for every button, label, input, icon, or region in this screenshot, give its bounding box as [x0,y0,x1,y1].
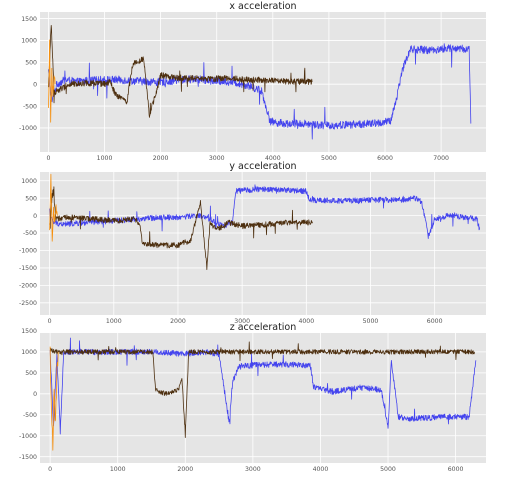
y-tick-label: -1000 [19,125,37,132]
x-tick-label: 3000 [209,155,225,162]
x-tick-label: 4000 [313,466,329,473]
y-tick-label: -1000 [19,248,37,255]
x-tick-label: 2000 [153,155,169,162]
series-line-2 [49,186,313,270]
chart-title: y acceleration [229,161,296,172]
y-tick-label: -500 [23,230,37,237]
y-tick-label: 500 [25,370,37,377]
y-tick-label: 1000 [21,178,37,185]
y-tick-label: 0 [33,81,37,88]
x-tick-label: 1000 [106,318,122,325]
y-tick-label: -1500 [19,454,37,461]
x-tick-label: 6000 [448,466,464,473]
x-tick-label: 3000 [245,466,261,473]
x-tick-label: 0 [46,155,50,162]
series-line-2 [48,25,313,118]
series-line-2 [50,341,475,438]
series-line-3 [48,39,56,123]
x-tick-label: 1000 [97,155,113,162]
y-tick-label: 1500 [21,16,37,23]
chart-title: x acceleration [229,1,296,12]
series-group [49,337,477,451]
y-tick-label: 1000 [21,349,37,356]
y-tick-label: -2500 [19,300,37,307]
subplot-3: 0 1000 2000 3000 4000 5000 6000150010005000-50… [19,322,486,473]
series-group [48,25,472,140]
y-tick-label: -1000 [19,433,37,440]
x-tick-label: 5000 [380,466,396,473]
series-line-3 [49,346,59,451]
x-tick-label: 4000 [298,318,314,325]
x-tick-label: 5000 [321,155,337,162]
x-tick-label: 7000 [433,155,449,162]
x-tick-label: 2000 [177,466,193,473]
x-tick-label: 1000 [110,466,126,473]
plot-area [40,172,486,315]
y-tick-label: -2000 [19,283,37,290]
chart-title: z acceleration [230,322,297,333]
y-tick-label: 500 [25,195,37,202]
series-group [49,173,480,270]
x-tick-label: 0 [48,318,52,325]
x-tick-label: 2000 [170,318,186,325]
x-tick-label: 5000 [363,318,379,325]
subplot-1: 0 1000 2000 3000 4000 5000 6000 700015001000500… [19,1,486,162]
series-line-3 [49,173,58,242]
x-tick-label: 6000 [427,318,443,325]
y-tick-label: 1500 [21,328,37,335]
subplot-2: 0 1000 2000 3000 4000 5000 600010005000-500-10… [19,161,486,325]
x-tick-label: 3000 [234,318,250,325]
y-tick-label: 0 [33,391,37,398]
y-tick-label: -500 [23,103,37,110]
series-line-1 [48,43,472,140]
y-tick-label: 1000 [21,38,37,45]
y-tick-label: 500 [25,60,37,67]
x-tick-label: 4000 [265,155,281,162]
x-tick-label: 0 [48,466,52,473]
y-tick-label: 0 [33,213,37,220]
x-tick-label: 6000 [377,155,393,162]
y-tick-label: -1500 [19,265,37,272]
y-tick-label: -500 [23,412,37,419]
